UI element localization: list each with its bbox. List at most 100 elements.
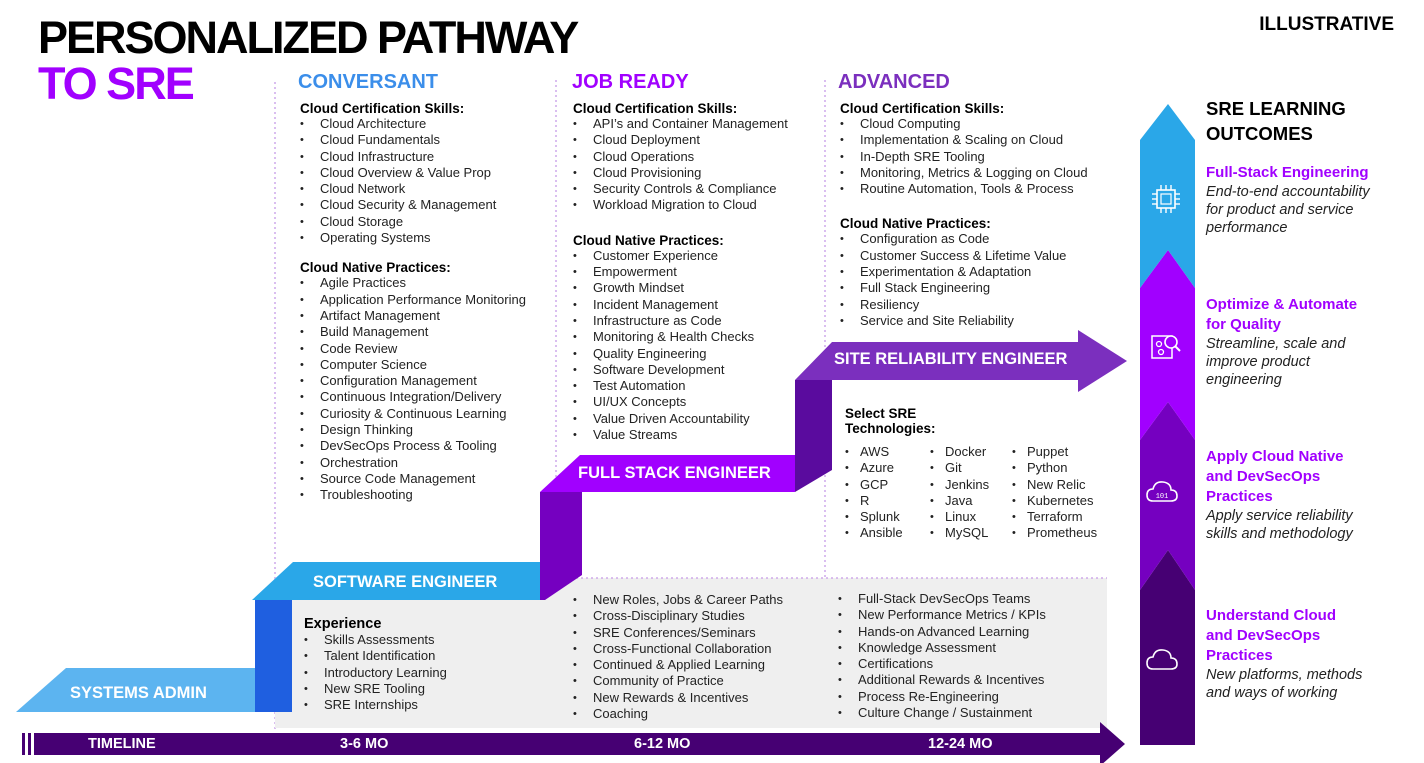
list-item: Java [930, 493, 989, 510]
list-item: MySQL [930, 525, 989, 542]
list-item: R [845, 493, 903, 510]
col-conversant: Cloud Certification Skills: Cloud Archit… [300, 101, 532, 504]
timeline-12-24-mo: 12-24 MO [928, 736, 993, 752]
list-item: UI/UX Concepts [573, 394, 788, 411]
list-item: Configuration Management [300, 373, 532, 390]
svg-text:101: 101 [1156, 493, 1169, 501]
practices-title: Cloud Native Practices: [300, 260, 451, 276]
cert-skills-list: Cloud Computing Implementation & Scaling… [840, 116, 1088, 198]
list-item: Workload Migration to Cloud [573, 197, 788, 214]
outcome-title: for Quality [1206, 316, 1282, 333]
outcome-desc-line: Streamline, scale and [1206, 336, 1346, 352]
outcome-seg-4 [1140, 550, 1195, 745]
list-item: Additional Rewards & Incentives [838, 672, 1046, 689]
tech-col-1: AWS Azure GCP R Splunk Ansible [845, 444, 903, 542]
practices-list: Agile Practices Application Performance … [300, 275, 532, 503]
cert-skills-title: Cloud Certification Skills: [840, 101, 1005, 116]
outcome-4: Understand Cloud and DevSecOps Practices… [1206, 606, 1362, 702]
outcome-1: Full-Stack Engineering End-to-end accoun… [1206, 163, 1370, 237]
list-item: SRE Internships [304, 697, 447, 714]
list-item: SRE Conferences/Seminars [573, 625, 783, 642]
list-item: Quality Engineering [573, 346, 788, 363]
list-item: Knowledge Assessment [838, 640, 1046, 657]
col-heading-advanced: ADVANCED [838, 71, 950, 93]
list-item: Infrastructure as Code [573, 313, 788, 330]
bottom-mid-list: New Roles, Jobs & Career Paths Cross-Dis… [573, 592, 783, 723]
outcome-seg-3 [1140, 402, 1195, 590]
riser-1 [255, 600, 292, 712]
step-software-engineer: SOFTWARE ENGINEER [313, 573, 498, 591]
list-item: Talent Identification [304, 648, 447, 665]
list-item: Cloud Network [300, 181, 532, 198]
outcome-2: Optimize & Automate for Quality Streamli… [1206, 295, 1357, 389]
experience-block: Experience Skills Assessments Talent Ide… [304, 616, 447, 714]
list-item: AWS [845, 444, 903, 461]
cloud-icon [1146, 649, 1178, 670]
outcome-title: Practices [1206, 647, 1273, 664]
technologies-grid: AWS Azure GCP R Splunk Ansible Docker Gi… [845, 444, 1115, 544]
practices-list: Configuration as Code Customer Success &… [840, 231, 1088, 329]
technologies-title-line1: Select SRE [845, 406, 917, 421]
list-item: New Rewards & Incentives [573, 690, 783, 707]
step-site-reliability-engineer: SITE RELIABILITY ENGINEER [834, 350, 1068, 368]
cert-skills-title: Cloud Certification Skills: [300, 101, 465, 116]
list-item: Configuration as Code [840, 231, 1088, 248]
outcome-title: and DevSecOps [1206, 627, 1321, 644]
list-item: Operating Systems [300, 230, 532, 247]
outcomes-heading: SRE LEARNING OUTCOMES [1206, 96, 1386, 146]
list-item: Continued & Applied Learning [573, 657, 783, 674]
list-item: Cloud Operations [573, 149, 788, 166]
list-item: Cloud Fundamentals [300, 132, 532, 149]
sre-arrow [795, 330, 1127, 392]
page-title-line2: TO SRE [38, 58, 195, 109]
list-item: Artifact Management [300, 308, 532, 325]
practices-title: Cloud Native Practices: [840, 216, 991, 232]
outcome-desc-line: New platforms, methods [1206, 667, 1363, 683]
list-item: Cloud Infrastructure [300, 149, 532, 166]
list-item: Routine Automation, Tools & Process [840, 181, 1088, 198]
list-item: Jenkins [930, 477, 989, 494]
list-item: Cloud Architecture [300, 116, 532, 133]
list-item: Computer Science [300, 357, 532, 374]
chip-icon [1152, 185, 1180, 213]
list-item: Customer Experience [573, 248, 788, 265]
list-item: Agile Practices [300, 275, 532, 292]
tech-col-2: Docker Git Jenkins Java Linux MySQL [930, 444, 989, 542]
list-item: New Roles, Jobs & Career Paths [573, 592, 783, 609]
list-item: Certifications [838, 656, 1046, 673]
outcomes-heading-line2: OUTCOMES [1206, 123, 1313, 144]
list-item: Security Controls & Compliance [573, 181, 788, 198]
experience-title: Experience [304, 616, 382, 632]
list-item: Introductory Learning [304, 665, 447, 682]
list-item: Value Streams [573, 427, 788, 444]
timeline-label: TIMELINE [88, 736, 156, 752]
software-engineer-step [252, 562, 545, 600]
list-item: Hands-on Advanced Learning [838, 624, 1046, 641]
riser-2 [540, 492, 582, 600]
cloud-binary-icon: 101 [1146, 481, 1178, 502]
experience-list: Skills Assessments Talent Identification… [304, 632, 447, 714]
list-item: Application Performance Monitoring [300, 292, 532, 309]
list-item: Cross-Disciplinary Studies [573, 608, 783, 625]
gear-search-icon [1151, 335, 1181, 359]
list-item: Empowerment [573, 264, 788, 281]
list-item: Design Thinking [300, 422, 532, 439]
outcome-seg-1 [1140, 104, 1195, 288]
outcome-title: Optimize & Automate [1206, 296, 1358, 313]
list-item: Service and Site Reliability [840, 313, 1088, 330]
outcome-desc-line: skills and methodology [1206, 526, 1353, 542]
timeline-edge-1 [22, 733, 25, 755]
list-item: Continuous Integration/Delivery [300, 389, 532, 406]
outcome-title: Practices [1206, 488, 1273, 505]
list-item: Test Automation [573, 378, 788, 395]
step-systems-admin: SYSTEMS ADMIN [70, 684, 207, 702]
list-item: New Relic [1012, 477, 1097, 494]
step-full-stack-engineer: FULL STACK ENGINEER [578, 464, 771, 482]
list-item: Skills Assessments [304, 632, 447, 649]
list-item: Customer Success & Lifetime Value [840, 248, 1088, 265]
outcome-desc-line: improve product [1206, 354, 1310, 370]
list-item: Git [930, 460, 989, 477]
list-item: Terraform [1012, 509, 1097, 526]
list-item: Incident Management [573, 297, 788, 314]
